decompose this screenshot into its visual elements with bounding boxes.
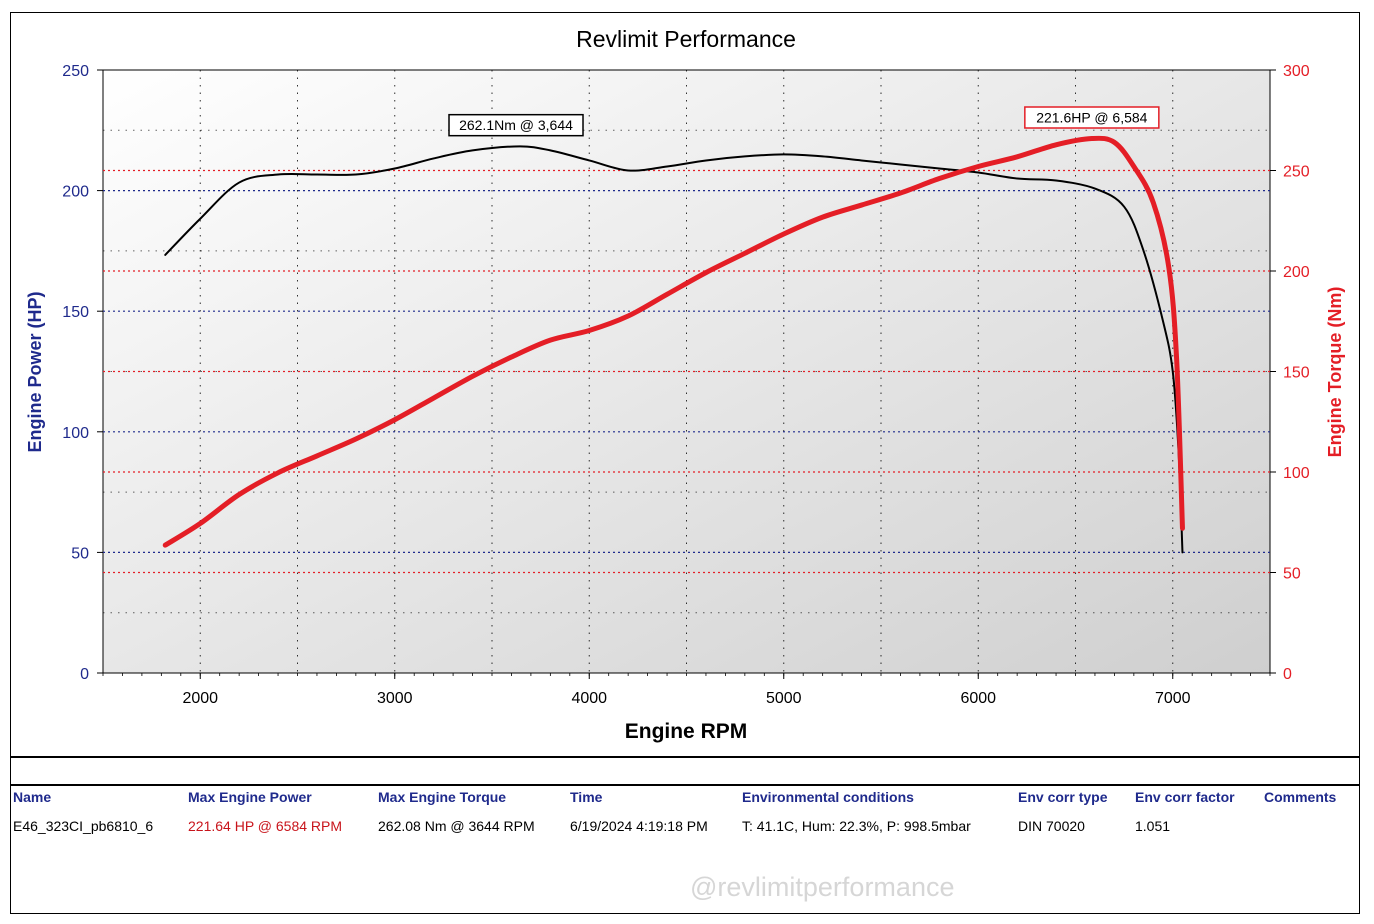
cell-env-conditions: T: 41.1C, Hum: 22.3%, P: 998.5mbar: [742, 818, 971, 834]
y-tick-label-right: 50: [1283, 566, 1301, 583]
x-tick-label: 5000: [766, 690, 802, 707]
annotation-label: 221.6HP @ 6,584: [1036, 110, 1147, 126]
col-max-power-header: Max Engine Power: [188, 789, 312, 805]
cell-env-corr-factor: 1.051: [1135, 818, 1171, 834]
watermark: @revlimitperformance: [690, 872, 955, 902]
col-env-conditions-header: Environmental conditions: [742, 789, 914, 805]
y-tick-label-left: 200: [62, 184, 89, 201]
cell-time: 6/19/2024 4:19:18 PM: [570, 818, 708, 834]
x-tick-label: 7000: [1155, 690, 1191, 707]
y-tick-label-left: 250: [62, 63, 89, 80]
y-tick-label-right: 300: [1283, 63, 1310, 80]
power-curve: [162, 135, 1185, 548]
y-axis-label-right: Engine Torque (Nm): [1325, 287, 1345, 458]
col-name-header: Name: [13, 789, 52, 805]
y-tick-label-right: 250: [1283, 164, 1310, 181]
x-tick-label: 3000: [377, 690, 413, 707]
y-tick-label-right: 100: [1283, 465, 1310, 482]
col-max-torque-header: Max Engine Torque: [378, 789, 507, 805]
annotation-box: [1024, 106, 1160, 129]
table-top-border: [10, 756, 1360, 758]
annotation-box: [448, 113, 584, 137]
y-tick-label-left: 50: [71, 545, 89, 562]
col-env-corr-type-header: Env corr type: [1018, 789, 1108, 805]
y-tick-label-right: 0: [1283, 666, 1292, 683]
dyno-chart: 2000 3000 4000 5000 6000 7000 0 50 100 150 200 250 0…: [25, 26, 1345, 743]
y-tick-label-left: 100: [62, 425, 89, 442]
report-frame: [10, 12, 1360, 914]
x-tick-label: 2000: [182, 690, 218, 707]
col-comments-header: Comments: [1264, 789, 1337, 805]
x-tick-label: 6000: [960, 690, 996, 707]
y-tick-label-left: 150: [62, 304, 89, 321]
col-env-corr-factor-header: Env corr factor: [1135, 789, 1235, 805]
chart-title: Revlimit Performance: [576, 26, 796, 52]
cell-max-torque: 262.08 Nm @ 3644 RPM: [378, 818, 535, 834]
y-tick-label-right: 200: [1283, 264, 1310, 281]
y-tick-label-left: 0: [80, 666, 89, 683]
y-tick-label-right: 150: [1283, 365, 1310, 382]
x-tick-label: 4000: [571, 690, 607, 707]
table-header-border: [10, 784, 1360, 786]
y-axis-label-left: Engine Power (HP): [25, 291, 45, 452]
annotation-label: 262.1Nm @ 3,644: [459, 117, 573, 133]
torque-curve: [164, 145, 1184, 554]
x-axis-label: Engine RPM: [625, 720, 748, 743]
col-time-header: Time: [570, 789, 603, 805]
cell-max-power: 221.64 HP @ 6584 RPM: [188, 818, 343, 834]
cell-name: E46_323CI_pb6810_6: [13, 818, 154, 834]
cell-env-corr-type: DIN 70020: [1018, 818, 1085, 834]
